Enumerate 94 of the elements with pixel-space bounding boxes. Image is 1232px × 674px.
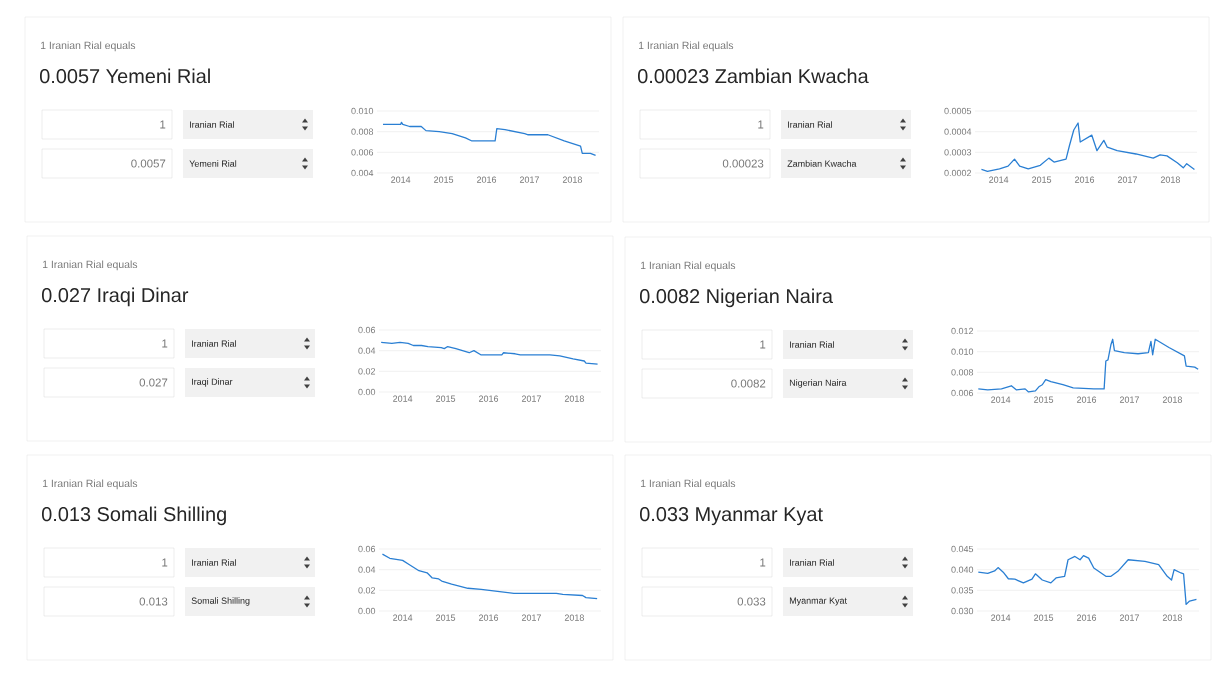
y-tick-label: 0.030 (951, 607, 974, 615)
x-tick-label: 2016 (1076, 614, 1097, 621)
y-tick-label: 0.06 (358, 545, 376, 553)
text: Yemeni Rial (189, 160, 237, 167)
text: 0.0057 Yemeni Rial (39, 68, 210, 84)
text: Nigerian Naira (789, 379, 847, 388)
x-tick-label: 2014 (991, 614, 1011, 621)
x-tick-label: 2018 (562, 176, 582, 183)
x-tick-label: 2014 (989, 176, 1009, 183)
x-tick-label: 2014 (991, 396, 1011, 403)
y-tick-label: 0.0005 (944, 107, 972, 115)
text: Iraqi Dinar (192, 378, 233, 387)
text: 0.013 (139, 597, 168, 606)
x-tick-label: 2018 (1162, 614, 1182, 621)
line-series (977, 554, 1198, 606)
text: 1 (162, 558, 168, 567)
y-tick-label: 0.012 (951, 327, 974, 335)
x-tick-label: 2017 (1117, 176, 1137, 183)
x-tick-label: 2017 (521, 614, 541, 621)
text: 1 Iranian Rial equals (43, 479, 138, 490)
y-tick-label: 0.010 (951, 348, 974, 355)
text: 1 Iranian Rial equals (43, 260, 138, 271)
line-series (977, 338, 1199, 393)
y-tick-label: 0.0002 (944, 169, 972, 177)
y-tick-label: 0.040 (951, 566, 974, 573)
text: Iranian Rial (790, 341, 834, 348)
text: Iranian Rial (788, 121, 832, 128)
x-tick-label: 2016 (476, 176, 497, 183)
y-tick-label: 0.008 (951, 369, 974, 376)
text: 1 (760, 340, 766, 349)
text: Iranian Rial (192, 340, 236, 347)
y-tick-label: 0.010 (351, 107, 374, 115)
x-tick-label: 2015 (1032, 176, 1052, 183)
y-tick-label: 0.00 (358, 388, 376, 396)
y-tick-label: 0.06 (358, 326, 376, 334)
text: Iranian Rial (192, 559, 236, 566)
x-tick-label: 2015 (1034, 396, 1054, 403)
text: 0.0082 Nigerian Naira (639, 288, 833, 308)
y-tick-label: 0.02 (358, 587, 376, 594)
y-tick-label: 0.04 (358, 566, 376, 573)
text: 0.0057 (131, 159, 166, 168)
text: 1 Iranian Rial equals (41, 41, 136, 52)
x-tick-label: 2014 (391, 176, 411, 183)
line-series (980, 122, 1196, 172)
text: 0.00023 (722, 159, 764, 168)
text: 0.033 Myanmar Kyat (639, 507, 823, 526)
x-tick-label: 2017 (1119, 396, 1139, 403)
y-tick-label: 0.045 (951, 545, 974, 553)
y-tick-label: 0.0004 (944, 128, 972, 135)
text: 0.0082 (731, 379, 766, 388)
x-tick-label: 2016 (1076, 396, 1097, 403)
text: Somali Shilling (191, 597, 250, 606)
y-tick-label: 0.006 (351, 149, 374, 156)
y-tick-label: 0.006 (951, 389, 974, 397)
text: 1 (160, 120, 166, 129)
text: 1 (760, 558, 766, 567)
x-tick-label: 2017 (1119, 614, 1139, 621)
y-tick-label: 0.035 (951, 587, 974, 594)
text: Myanmar Kyat (789, 597, 847, 606)
x-tick-label: 2018 (564, 395, 584, 402)
text: 0.033 (737, 597, 766, 606)
text: Iranian Rial (190, 121, 234, 128)
text: 1 (162, 339, 168, 348)
text: 1 Iranian Rial equals (641, 479, 736, 490)
text: 1 Iranian Rial equals (641, 261, 736, 272)
y-tick-label: 0.004 (351, 169, 374, 177)
text: 0.013 Somali Shilling (41, 506, 226, 526)
text: 0.027 Iraqi Dinar (41, 287, 189, 307)
text: Iranian Rial (790, 559, 834, 566)
y-tick-label: 0.04 (358, 347, 376, 354)
x-tick-label: 2017 (521, 395, 541, 402)
x-tick-label: 2015 (436, 614, 456, 621)
x-tick-label: 2016 (1074, 176, 1095, 183)
x-tick-label: 2018 (1160, 176, 1180, 183)
y-tick-label: 0.00 (358, 607, 376, 615)
x-tick-label: 2014 (393, 395, 413, 402)
x-tick-label: 2016 (478, 614, 499, 621)
y-tick-label: 0.02 (358, 368, 376, 375)
y-tick-label: 0.008 (351, 128, 374, 135)
x-tick-label: 2017 (519, 176, 539, 183)
text: Zambian Kwacha (787, 160, 857, 167)
text: 1 Iranian Rial equals (639, 41, 734, 52)
x-tick-label: 2016 (478, 395, 499, 402)
text: 1 (758, 120, 764, 129)
x-tick-label: 2018 (564, 614, 584, 621)
x-tick-label: 2015 (436, 395, 456, 402)
x-tick-label: 2018 (1162, 396, 1182, 403)
x-tick-label: 2014 (393, 614, 413, 621)
text: 0.027 (139, 378, 168, 387)
x-tick-label: 2015 (434, 176, 454, 183)
y-tick-label: 0.0003 (944, 149, 972, 156)
text: 0.00023 Zambian Kwacha (637, 68, 869, 84)
x-tick-label: 2015 (1034, 614, 1054, 621)
line-series (382, 121, 597, 157)
